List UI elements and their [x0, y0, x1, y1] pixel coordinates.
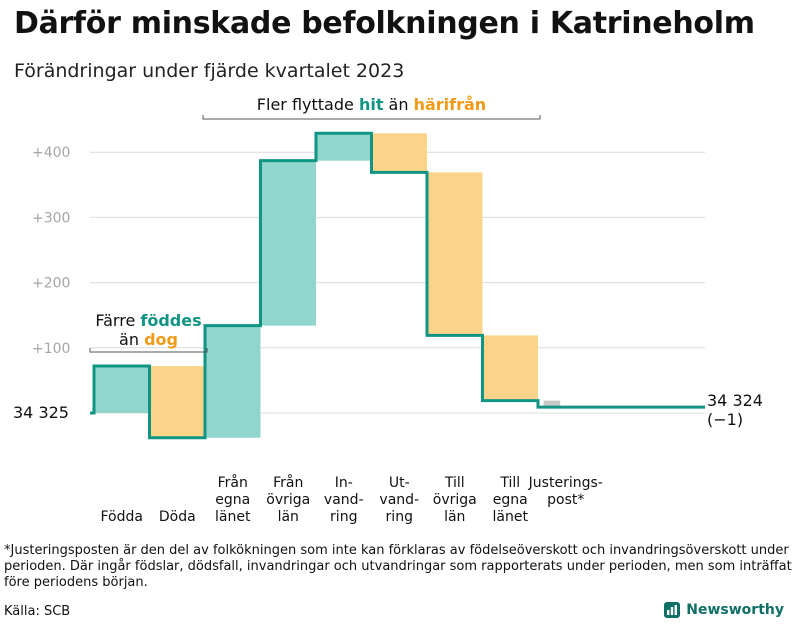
- annotation-text: än: [383, 95, 413, 114]
- annotation-bracket: [89, 348, 208, 353]
- annotation-line: Färre föddes: [95, 311, 201, 330]
- category-label-line: övriga: [266, 492, 310, 508]
- category-label-line: Från: [218, 474, 248, 491]
- bar: [482, 335, 538, 401]
- annotation-highlight: härifrån: [414, 95, 487, 114]
- annotation-bracket: [202, 115, 541, 120]
- category-label-line: vand-: [324, 492, 364, 508]
- bars: [94, 133, 561, 438]
- level-line: 34 324(−1): [90, 131, 763, 440]
- bar: [205, 325, 261, 438]
- bar-chart-icon: [664, 602, 681, 618]
- category-label-line: Till: [499, 475, 520, 491]
- category-label-line: länet: [215, 509, 251, 525]
- category-label-line: egna: [493, 492, 528, 508]
- y-tick-label: +300: [32, 210, 70, 226]
- category-label-line: län: [444, 509, 465, 525]
- category-label-line: ring: [386, 509, 413, 525]
- category-label: Födda: [101, 509, 143, 525]
- annotation-highlight: dog: [144, 330, 178, 349]
- bar: [543, 400, 561, 408]
- category-label-line: ring: [330, 509, 357, 525]
- category-label-line: Från: [273, 474, 303, 491]
- category-label-line: Till: [444, 475, 465, 491]
- category-label-line: länet: [493, 509, 529, 525]
- footnote: *Justeringsposten är den del av folkökni…: [4, 543, 792, 590]
- annotation-highlight: hit: [359, 95, 384, 114]
- source-label: Källa: SCB: [4, 604, 71, 619]
- waterfall-chart: +100 +200 +300 +400 34 325 34 324(−1) Färre …: [13, 95, 763, 525]
- category-label-line: Justerings-: [528, 475, 603, 491]
- y-tick-label: +200: [32, 276, 70, 292]
- category-label-line: egna: [215, 492, 250, 508]
- category-label-line: Döda: [159, 509, 196, 525]
- end-change-label: (−1): [707, 410, 743, 429]
- category-label-line: övriga: [433, 492, 477, 508]
- category-label: Döda: [159, 509, 196, 525]
- category-label: Till egna länet: [493, 475, 529, 525]
- category-label: Ut-vand-ring: [379, 475, 419, 525]
- bar: [94, 366, 150, 413]
- bar: [371, 133, 427, 173]
- category-label: In-vand-ring: [324, 475, 364, 525]
- brand-name: Newsworthy: [686, 602, 784, 618]
- category-label: Från övriga län: [266, 474, 310, 525]
- y-tick-label: +400: [32, 145, 70, 161]
- category-label: Till övriga län: [433, 475, 477, 525]
- annotation-text: Färre: [95, 311, 140, 330]
- category-label-line: post*: [547, 492, 584, 508]
- category-label: Från egna länet: [215, 474, 251, 525]
- annotation-line: Fler flyttade hit än härifrån: [257, 95, 486, 114]
- annotation-text: Fler flyttade: [257, 95, 359, 114]
- category-label: Justerings-post*: [528, 475, 603, 508]
- y-tick-label: +100: [32, 341, 70, 357]
- gridlines: +100 +200 +300 +400 34 325: [13, 145, 705, 422]
- category-label-line: län: [278, 509, 299, 525]
- start-value-label: 34 325: [13, 403, 69, 422]
- level-line-path: [90, 131, 705, 440]
- bar: [260, 160, 316, 326]
- category-label-line: In-: [335, 475, 353, 491]
- chart-subtitle: Förändringar under fjärde kvartalet 2023: [14, 60, 405, 82]
- chart-title: Därför minskade befolkningen i Katrineho…: [14, 6, 755, 41]
- category-label-line: Ut-: [389, 475, 410, 491]
- brand-logo: Newsworthy: [664, 602, 784, 618]
- category-label-line: Födda: [101, 509, 143, 525]
- annotation-line: än dog: [119, 330, 178, 349]
- category-label-line: vand-: [379, 492, 419, 508]
- bar: [427, 172, 483, 336]
- bar: [316, 133, 372, 161]
- annotation-text: än: [119, 330, 144, 349]
- bar: [149, 366, 205, 438]
- annotation-highlight: föddes: [140, 311, 201, 330]
- end-value-label: 34 324: [707, 391, 763, 410]
